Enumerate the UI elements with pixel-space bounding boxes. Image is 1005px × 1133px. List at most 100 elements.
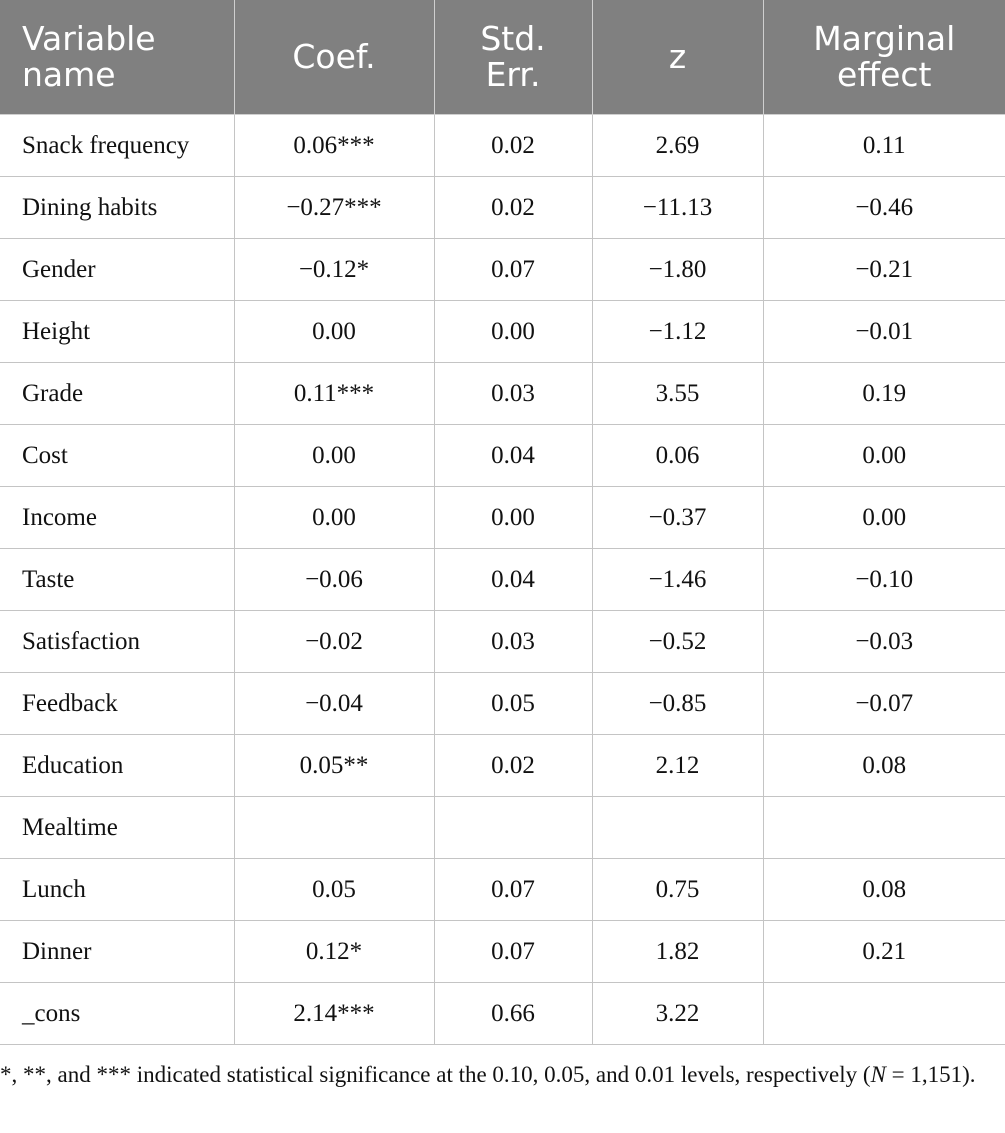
table-row: Education 0.05** 0.02 2.12 0.08 <box>0 734 1005 797</box>
header-stderr-line1: Std. <box>480 19 546 58</box>
cell-z: 0.75 <box>591 858 764 921</box>
cell-std-err: 0.07 <box>433 238 593 301</box>
cell-variable-name: _cons <box>0 982 235 1045</box>
header-variable-line1: Variable <box>22 19 156 58</box>
cell-std-err: 0.00 <box>433 486 593 549</box>
table-row: Taste −0.06 0.04 −1.46 −0.10 <box>0 548 1005 611</box>
table-row: Feedback −0.04 0.05 −0.85 −0.07 <box>0 672 1005 735</box>
table-body: Snack frequency 0.06*** 0.02 2.69 0.11 D… <box>0 114 1005 1045</box>
cell-z: −0.52 <box>591 610 764 673</box>
cell-marginal-effect: 0.08 <box>762 734 1005 797</box>
cell-std-err: 0.03 <box>433 362 593 425</box>
cell-marginal-effect: −0.03 <box>762 610 1005 673</box>
cell-variable-name: Satisfaction <box>0 610 235 673</box>
regression-results-table: Variable name Coef. Std. Err. z Marginal ef… <box>0 0 1005 1045</box>
table-row: Dining habits −0.27*** 0.02 −11.13 −0.46 <box>0 176 1005 239</box>
cell-variable-name: Cost <box>0 424 235 487</box>
header-variable-line2: name <box>22 55 116 94</box>
cell-std-err: 0.04 <box>433 424 593 487</box>
cell-z: 3.22 <box>591 982 764 1045</box>
cell-z: −1.12 <box>591 300 764 363</box>
table-row: _cons 2.14*** 0.66 3.22 <box>0 982 1005 1045</box>
cell-variable-name: Income <box>0 486 235 549</box>
cell-z: 2.12 <box>591 734 764 797</box>
cell-marginal-effect <box>762 982 1005 1045</box>
header-z-label: z <box>668 37 687 76</box>
cell-coef: 0.05 <box>233 858 435 921</box>
cell-marginal-effect: 0.19 <box>762 362 1005 425</box>
header-marginal-effect: Marginal effect <box>762 0 1005 115</box>
cell-std-err: 0.02 <box>433 734 593 797</box>
cell-variable-name: Snack frequency <box>0 114 235 177</box>
cell-marginal-effect: 0.00 <box>762 486 1005 549</box>
cell-z: −1.80 <box>591 238 764 301</box>
cell-marginal-effect: −0.07 <box>762 672 1005 735</box>
header-stderr-line2: Err. <box>485 55 541 94</box>
cell-marginal-effect: 0.00 <box>762 424 1005 487</box>
table-header: Variable name Coef. Std. Err. z Marginal ef… <box>0 0 1005 115</box>
cell-z: 2.69 <box>591 114 764 177</box>
cell-variable-name: Lunch <box>0 858 235 921</box>
cell-z: 1.82 <box>591 920 764 983</box>
cell-coef: 0.05** <box>233 734 435 797</box>
cell-std-err: 0.00 <box>433 300 593 363</box>
cell-coef: −0.27*** <box>233 176 435 239</box>
table-row: Mealtime <box>0 796 1005 859</box>
cell-coef: 2.14*** <box>233 982 435 1045</box>
table-row: Lunch 0.05 0.07 0.75 0.08 <box>0 858 1005 921</box>
footnote-text: *, **, and *** indicated statistical sig… <box>0 1062 871 1087</box>
cell-coef: −0.04 <box>233 672 435 735</box>
cell-variable-name: Mealtime <box>0 796 235 859</box>
header-marginal-line2: effect <box>837 55 932 94</box>
header-coef-label: Coef. <box>292 37 376 76</box>
header-coef: Coef. <box>233 0 435 115</box>
cell-marginal-effect: 0.08 <box>762 858 1005 921</box>
cell-coef <box>233 796 435 859</box>
cell-z: −0.85 <box>591 672 764 735</box>
cell-marginal-effect: −0.10 <box>762 548 1005 611</box>
cell-z: 3.55 <box>591 362 764 425</box>
cell-variable-name: Gender <box>0 238 235 301</box>
table-row: Grade 0.11*** 0.03 3.55 0.19 <box>0 362 1005 425</box>
cell-std-err: 0.02 <box>433 176 593 239</box>
cell-variable-name: Education <box>0 734 235 797</box>
cell-std-err: 0.03 <box>433 610 593 673</box>
cell-z: −0.37 <box>591 486 764 549</box>
table-row: Gender −0.12* 0.07 −1.80 −0.21 <box>0 238 1005 301</box>
cell-variable-name: Height <box>0 300 235 363</box>
header-z: z <box>591 0 764 115</box>
table-row: Satisfaction −0.02 0.03 −0.52 −0.03 <box>0 610 1005 673</box>
cell-variable-name: Dining habits <box>0 176 235 239</box>
cell-z: 0.06 <box>591 424 764 487</box>
table-row: Height 0.00 0.00 −1.12 −0.01 <box>0 300 1005 363</box>
header-variable-name: Variable name <box>0 0 235 115</box>
cell-coef: 0.00 <box>233 486 435 549</box>
cell-variable-name: Dinner <box>0 920 235 983</box>
header-marginal-line1: Marginal <box>813 19 956 58</box>
header-std-err: Std. Err. <box>433 0 593 115</box>
table-footnote: *, **, and *** indicated statistical sig… <box>0 1058 1000 1091</box>
table-row: Snack frequency 0.06*** 0.02 2.69 0.11 <box>0 114 1005 177</box>
footnote-n-value: = 1,151). <box>885 1062 976 1087</box>
cell-std-err: 0.07 <box>433 858 593 921</box>
cell-marginal-effect: 0.21 <box>762 920 1005 983</box>
cell-coef: 0.11*** <box>233 362 435 425</box>
cell-z: −1.46 <box>591 548 764 611</box>
cell-variable-name: Grade <box>0 362 235 425</box>
cell-marginal-effect: 0.11 <box>762 114 1005 177</box>
cell-coef: −0.02 <box>233 610 435 673</box>
cell-std-err: 0.07 <box>433 920 593 983</box>
cell-std-err <box>433 796 593 859</box>
table-row: Cost 0.00 0.04 0.06 0.00 <box>0 424 1005 487</box>
cell-std-err: 0.02 <box>433 114 593 177</box>
cell-coef: 0.12* <box>233 920 435 983</box>
cell-marginal-effect <box>762 796 1005 859</box>
cell-marginal-effect: −0.46 <box>762 176 1005 239</box>
cell-coef: −0.06 <box>233 548 435 611</box>
header-row: Variable name Coef. Std. Err. z Marginal ef… <box>0 0 1005 115</box>
cell-z <box>591 796 764 859</box>
cell-coef: 0.00 <box>233 424 435 487</box>
cell-std-err: 0.04 <box>433 548 593 611</box>
cell-coef: 0.06*** <box>233 114 435 177</box>
cell-z: −11.13 <box>591 176 764 239</box>
